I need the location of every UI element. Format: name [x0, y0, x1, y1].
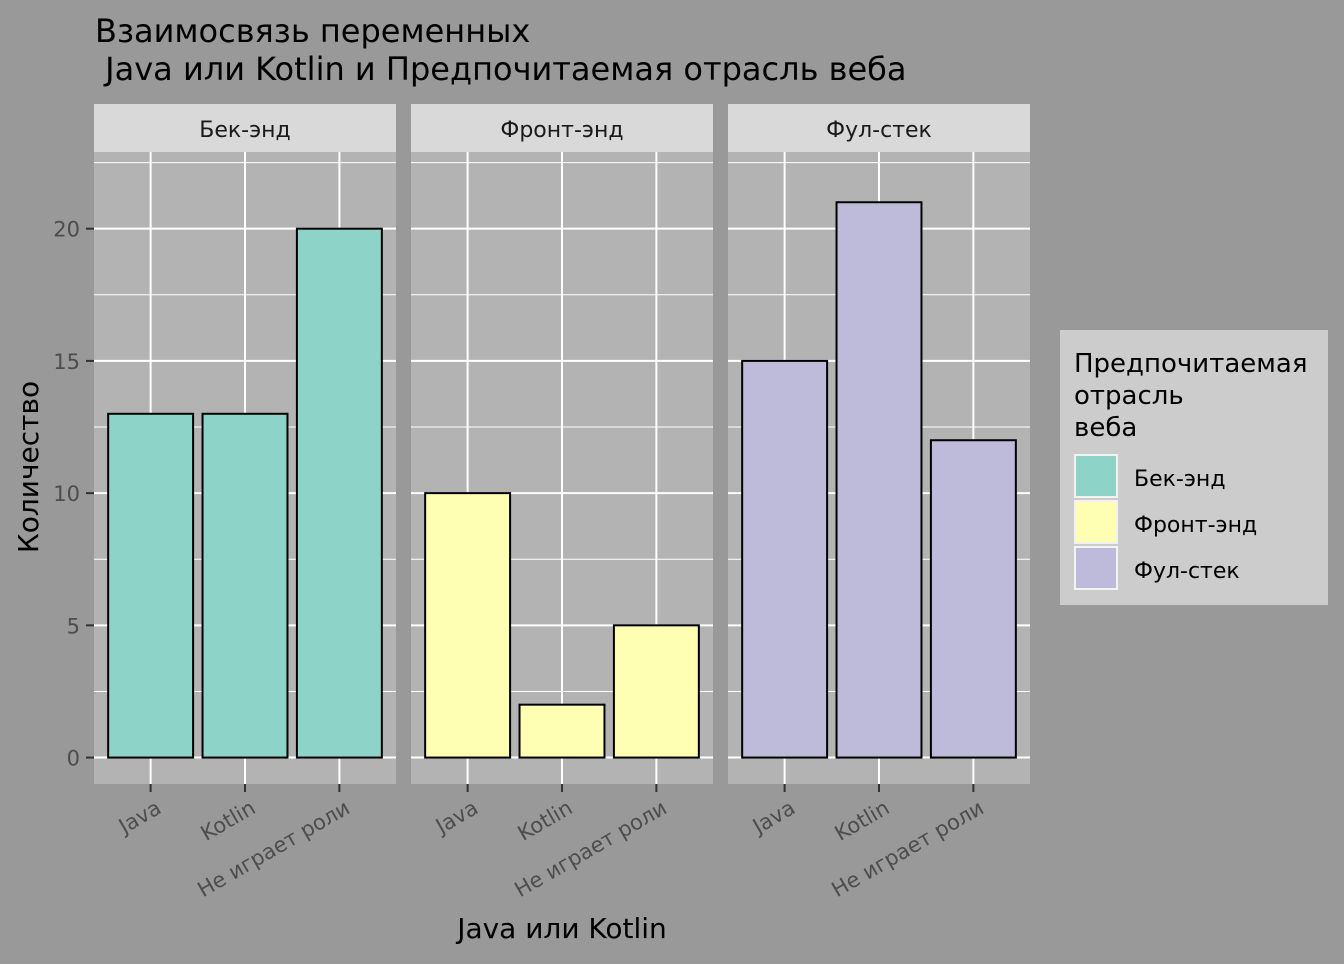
- y-tick-label: 5: [67, 614, 80, 638]
- bar: [612, 624, 700, 759]
- facet-strip-label: Фул-стек: [826, 118, 932, 143]
- facet-strip-label: Фронт-энд: [500, 118, 623, 143]
- facet-strip: [94, 104, 396, 152]
- bar: [424, 492, 512, 759]
- bar: [107, 412, 195, 759]
- legend-entry-label: Фронт-энд: [1134, 513, 1257, 538]
- y-tick-label: 0: [67, 747, 80, 771]
- chart-title-line2: Java или Kotlin и Предпочитаемая отрасль…: [95, 50, 906, 88]
- bar: [929, 439, 1017, 759]
- y-tick-label: 15: [53, 350, 80, 374]
- legend-title-line: веба: [1074, 413, 1137, 443]
- y-axis-label: Количество: [12, 381, 45, 553]
- facet-strip: [728, 104, 1030, 152]
- legend-entry-label: Фул-стек: [1134, 559, 1240, 584]
- legend-title-line: отрасль: [1074, 381, 1184, 411]
- bar: [741, 359, 829, 759]
- x-axis-label: Java или Kotlin: [455, 912, 667, 945]
- chart-title-line1: Взаимосвязь переменных: [95, 12, 530, 50]
- bar: [201, 412, 289, 759]
- legend-entry-label: Бек-энд: [1134, 467, 1226, 492]
- legend-key-swatch: [1076, 548, 1116, 588]
- bar: [835, 201, 923, 759]
- bar: [295, 227, 383, 759]
- legend-title-line: Предпочитаемая: [1074, 349, 1307, 379]
- facet-strip: [411, 104, 713, 152]
- legend-key-swatch: [1076, 456, 1116, 496]
- bar: [518, 703, 606, 759]
- y-tick-label: 10: [53, 482, 80, 506]
- legend-key-swatch: [1076, 502, 1116, 542]
- facet-strip-label: Бек-энд: [199, 118, 291, 143]
- y-tick-label: 20: [53, 218, 80, 242]
